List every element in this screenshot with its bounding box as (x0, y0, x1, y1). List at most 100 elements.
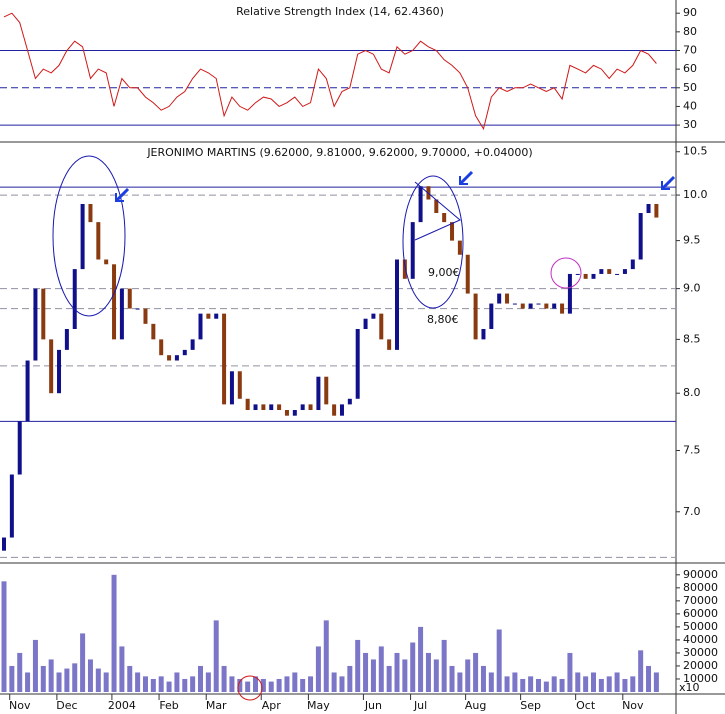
annotation-shapes (52, 155, 676, 701)
volume-bar (473, 652, 479, 692)
volume-bar (166, 681, 172, 692)
candle (96, 222, 101, 260)
candle (72, 269, 77, 329)
candle (112, 264, 117, 340)
volume-bar (80, 633, 86, 692)
volume-bar (1, 581, 7, 692)
y-tick-label: 80000 (683, 581, 718, 594)
x-tick-label: May (307, 699, 330, 712)
y-tick-label: 9.0 (683, 282, 701, 295)
volume-bar (221, 665, 227, 692)
volume-bar (646, 665, 652, 692)
y-tick-label: 30000 (683, 646, 718, 659)
candle (622, 269, 627, 274)
volume-bar (386, 665, 392, 692)
x-tick-label: Apr (262, 699, 282, 712)
candle (25, 360, 30, 422)
candle (143, 308, 148, 324)
y-tick-label: 8.0 (683, 386, 701, 399)
candle (497, 293, 502, 304)
candle (316, 376, 321, 411)
volume-bar (205, 672, 211, 692)
y-tick-label: 7.5 (683, 444, 701, 457)
candle (347, 398, 352, 405)
volume-bar (40, 665, 46, 692)
volume-bar (323, 620, 329, 692)
candle (292, 410, 297, 416)
volume-bar (622, 678, 628, 692)
volume-bar (496, 629, 502, 692)
y-tick-label: 7.0 (683, 505, 701, 518)
y-tick-label: 50 (683, 81, 697, 94)
volume-bar (150, 678, 156, 692)
volume-bar (347, 665, 353, 692)
volume-bar (95, 668, 101, 692)
y-tick-label: 20000 (683, 659, 718, 672)
candle (127, 288, 132, 309)
candle (229, 371, 234, 405)
candle (119, 288, 124, 340)
volume-bar (9, 665, 15, 692)
volume-bar (441, 639, 447, 692)
candle (387, 339, 392, 350)
x-tick-label: Jun (364, 699, 382, 712)
volume-bar (174, 672, 180, 692)
candle (237, 371, 242, 399)
volume-bar (363, 652, 369, 692)
candle (395, 259, 399, 350)
candle (615, 273, 620, 275)
volume-bar (567, 652, 573, 692)
candle (638, 213, 643, 260)
volume-bar (237, 678, 243, 692)
price-annotation: 8,80€ (427, 313, 459, 326)
volume-bar (433, 659, 439, 692)
volume-bar (158, 676, 164, 692)
candle (332, 404, 337, 416)
volume-bar (213, 620, 219, 692)
volume-bar (198, 665, 203, 692)
candle (339, 404, 344, 416)
arrow (459, 170, 474, 185)
volume-bar (606, 676, 612, 692)
y-tick-label: 10.0 (683, 188, 708, 201)
volume-bar (512, 672, 518, 692)
y-tick-label: 40000 (683, 633, 718, 646)
volume-bar (276, 678, 282, 692)
candle (80, 203, 85, 270)
volume-bar (480, 665, 486, 692)
volume-bar (32, 639, 38, 692)
candle (599, 269, 604, 274)
candle (473, 293, 478, 340)
candle (402, 259, 407, 279)
volume-bar (520, 678, 526, 692)
candle (9, 474, 14, 538)
y-tick-label: 50000 (683, 620, 718, 633)
candle (418, 186, 423, 223)
volume-bar (253, 676, 259, 692)
volume-bar (598, 678, 604, 692)
y-tick-label: 40 (683, 99, 697, 112)
candle (277, 404, 282, 411)
x-tick-label: Aug (465, 699, 486, 712)
x-tick-label: Dec (56, 699, 77, 712)
candle (245, 398, 250, 411)
volume-bar (119, 646, 125, 692)
candle (481, 328, 486, 340)
price-annotation: 9,00€ (428, 266, 460, 279)
volume-bar (111, 574, 117, 692)
volume-bar (543, 681, 549, 692)
volume-bar (559, 678, 565, 692)
candle (206, 313, 211, 319)
candle (544, 303, 549, 309)
volume-bar (190, 676, 196, 692)
candle (2, 537, 6, 551)
x-tick-label: Jul (413, 699, 427, 712)
volume-bar (331, 672, 337, 692)
candle (300, 404, 305, 411)
highlight-ellipse (402, 175, 464, 309)
candle (253, 404, 258, 411)
volume-bar (292, 672, 298, 692)
candle (324, 376, 329, 405)
